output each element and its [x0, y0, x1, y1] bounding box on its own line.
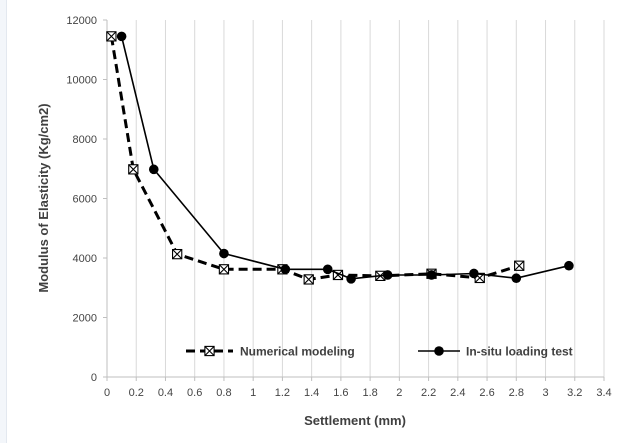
data-point-circle — [148, 164, 159, 175]
legend-label: Numerical modeling — [240, 345, 355, 359]
x-tick-label: 0 — [104, 387, 110, 399]
x-tick-label: 2 — [396, 387, 402, 399]
x-tick-label: 3.4 — [596, 387, 611, 399]
data-point-boxed-x — [128, 164, 139, 175]
data-point-circle — [219, 248, 229, 259]
x-tick-label: 2.6 — [479, 387, 494, 399]
legend-item: In-situ loading test — [418, 345, 573, 359]
series-in-situ — [116, 31, 574, 284]
x-axis-title: Settlement (mm) — [304, 413, 406, 428]
x-tick-label: 3 — [542, 387, 548, 399]
y-axis-title: Modulus of Elasticity (Kg/cm2) — [36, 103, 51, 292]
series-numerical — [106, 31, 525, 285]
window-left-edge — [0, 0, 7, 443]
data-point-circle — [116, 31, 127, 42]
x-tick-label: 1.4 — [304, 387, 319, 399]
x-tick-label: 1 — [250, 387, 256, 399]
y-tick-label: 10000 — [66, 75, 97, 87]
series-line — [120, 36, 570, 280]
legend: Numerical modeling In-situ loading test — [186, 345, 573, 359]
x-tick-label: 0.2 — [129, 387, 144, 399]
data-point-boxed-x — [204, 345, 215, 357]
x-tick-label: 2.8 — [509, 387, 524, 399]
marker-cross-b — [172, 249, 183, 260]
y-tick-label: 8000 — [73, 134, 97, 146]
x-tick-label: 2.2 — [421, 387, 436, 399]
x-tick-label: 1.6 — [333, 387, 348, 399]
marker-cross-b — [204, 346, 215, 356]
x-tick-label: 2.4 — [450, 387, 465, 399]
marker-cross-b — [218, 264, 229, 275]
x-tick-label: 0.6 — [187, 387, 202, 399]
legend-label: In-situ loading test — [466, 345, 573, 359]
marker-cross-b — [128, 164, 139, 175]
data-point-circle — [469, 268, 479, 279]
legend-item: Numerical modeling — [186, 345, 355, 359]
x-tick-label: 1.2 — [275, 387, 290, 399]
marker-cross-b — [303, 274, 314, 285]
data-point-boxed-x — [514, 260, 525, 271]
x-tick-label: 0.4 — [158, 387, 173, 399]
data-point-circle — [280, 264, 291, 275]
data-point-boxed-x — [218, 264, 230, 275]
y-tick-label: 0 — [91, 372, 97, 384]
y-tick-label: 6000 — [73, 194, 97, 206]
data-point-circle — [426, 270, 437, 280]
series-layer — [106, 31, 574, 285]
data-point-circle — [322, 264, 333, 275]
x-tick-label: 3.2 — [567, 387, 582, 399]
marker-cross-b — [514, 260, 525, 271]
data-point-boxed-x — [106, 31, 117, 42]
data-point-boxed-x — [172, 248, 183, 260]
data-point-circle — [382, 270, 393, 280]
grid-lines — [135, 20, 605, 377]
data-point-boxed-x — [303, 274, 314, 285]
x-tick-label: 0.8 — [216, 387, 231, 399]
x-tick-label: 1.8 — [362, 387, 377, 399]
data-point-circle — [511, 273, 522, 284]
y-tick-label: 12000 — [66, 15, 97, 27]
data-point-circle — [434, 346, 444, 356]
y-tick-label: 2000 — [73, 313, 97, 325]
data-point-circle — [564, 260, 574, 271]
data-point-circle — [346, 274, 356, 284]
marker-cross-b — [106, 31, 117, 42]
marker-cross-b — [332, 269, 343, 280]
axes: 0 0.2 0.4 0.6 0.8 1 1.2 1.4 1.6 1.8 2 2.2 2.4 2.6 2.8 3… — [66, 15, 611, 399]
y-tick-label: 4000 — [73, 253, 97, 265]
